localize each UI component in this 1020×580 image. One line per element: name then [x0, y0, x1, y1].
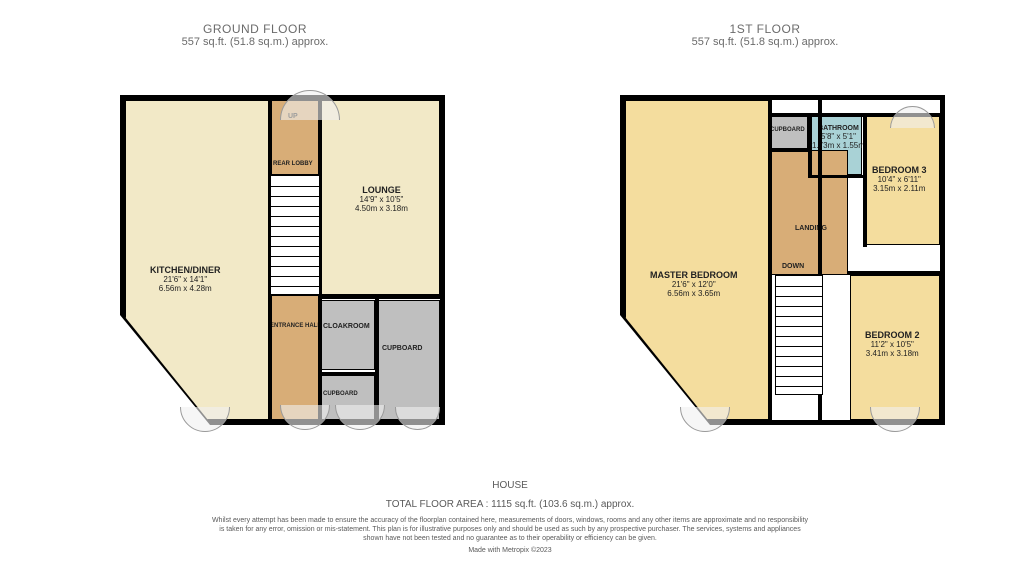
door-swing [890, 106, 935, 129]
door-swing [395, 407, 440, 430]
room-cupboard [378, 300, 440, 420]
ground-floor-title: GROUND FLOOR [160, 22, 350, 36]
partition-wall [848, 271, 942, 275]
room-label: LANDING [795, 225, 827, 232]
first-floor-title: 1ST FLOOR [670, 22, 860, 36]
ground-floor-header: GROUND FLOOR 557 sq.ft. (51.8 sq.m.) app… [160, 22, 350, 48]
partition-wall [808, 115, 812, 177]
room-label: CUPBOARD [323, 391, 358, 397]
footer: HOUSE TOTAL FLOOR AREA : 1115 sq.ft. (10… [0, 480, 1020, 555]
room-label: REAR LOBBY [273, 161, 313, 167]
footer-area: TOTAL FLOOR AREA : 1115 sq.ft. (103.6 sq… [0, 499, 1020, 510]
room-label: BEDROOM 211'2" x 10'5"3.41m x 3.18m [865, 330, 920, 358]
partition-wall [768, 98, 772, 422]
partition-wall [318, 372, 376, 376]
room-label: CLOAKROOM [323, 323, 370, 330]
door-swing [280, 90, 340, 120]
room-label: MASTER BEDROOM21'6" x 12'0"6.56m x 3.65m [650, 270, 738, 298]
partition-wall [863, 115, 867, 247]
stairs-label: DOWN [782, 263, 804, 270]
room-label: CUPBOARD [382, 345, 422, 352]
ground-floor-plan: KITCHEN/DINER21'6" x 14'1"6.56m x 4.28m L… [120, 95, 445, 425]
first-floor-sub: 557 sq.ft. (51.8 sq.m.) approx. [670, 36, 860, 48]
footer-disclaimer: Whilst every attempt has been made to en… [210, 516, 810, 543]
door-swing [335, 405, 385, 430]
stairs [270, 175, 320, 295]
footer-made: Made with Metropix ©2023 [210, 546, 810, 555]
partition-wall [808, 175, 864, 178]
room-label: BEDROOM 310'4" x 6'11"3.15m x 2.11m [872, 165, 927, 193]
door-swing [680, 407, 730, 432]
door-swing [870, 407, 920, 432]
door-swing [180, 407, 230, 432]
partition-wall [770, 148, 810, 152]
room-label: LOUNGE14'9" x 10'5"4.50m x 3.18m [355, 185, 408, 213]
first-floor-header: 1ST FLOOR 557 sq.ft. (51.8 sq.m.) approx… [670, 22, 860, 48]
room-kitchen-diner [125, 100, 270, 420]
stairs [775, 275, 823, 395]
partition-wall [318, 295, 442, 299]
room-entrance-hall [270, 295, 320, 420]
room-master-bedroom [625, 100, 770, 420]
ground-floor-sub: 557 sq.ft. (51.8 sq.m.) approx. [160, 36, 350, 48]
partition-wall [375, 298, 379, 420]
footer-house: HOUSE [0, 480, 1020, 491]
room-label: KITCHEN/DINER21'6" x 14'1"6.56m x 4.28m [150, 265, 221, 293]
room-label: ENTRANCE HALL [270, 323, 321, 329]
door-swing [280, 405, 330, 430]
room-cloakroom [320, 300, 375, 370]
room-label: CUPBOARD [770, 127, 805, 133]
first-floor-plan: MASTER BEDROOM21'6" x 12'0"6.56m x 3.65m… [620, 95, 945, 425]
